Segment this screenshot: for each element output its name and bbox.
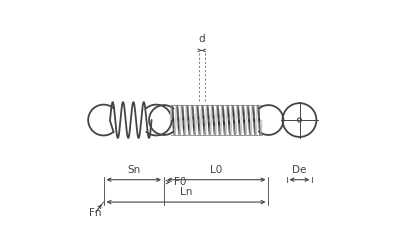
Text: De: De (292, 165, 307, 175)
Text: F0: F0 (174, 177, 186, 187)
Text: Fn: Fn (89, 208, 101, 218)
Text: L0: L0 (210, 165, 222, 175)
Text: d: d (198, 34, 205, 44)
Text: Ln: Ln (180, 187, 192, 197)
Text: Sn: Sn (127, 165, 140, 175)
